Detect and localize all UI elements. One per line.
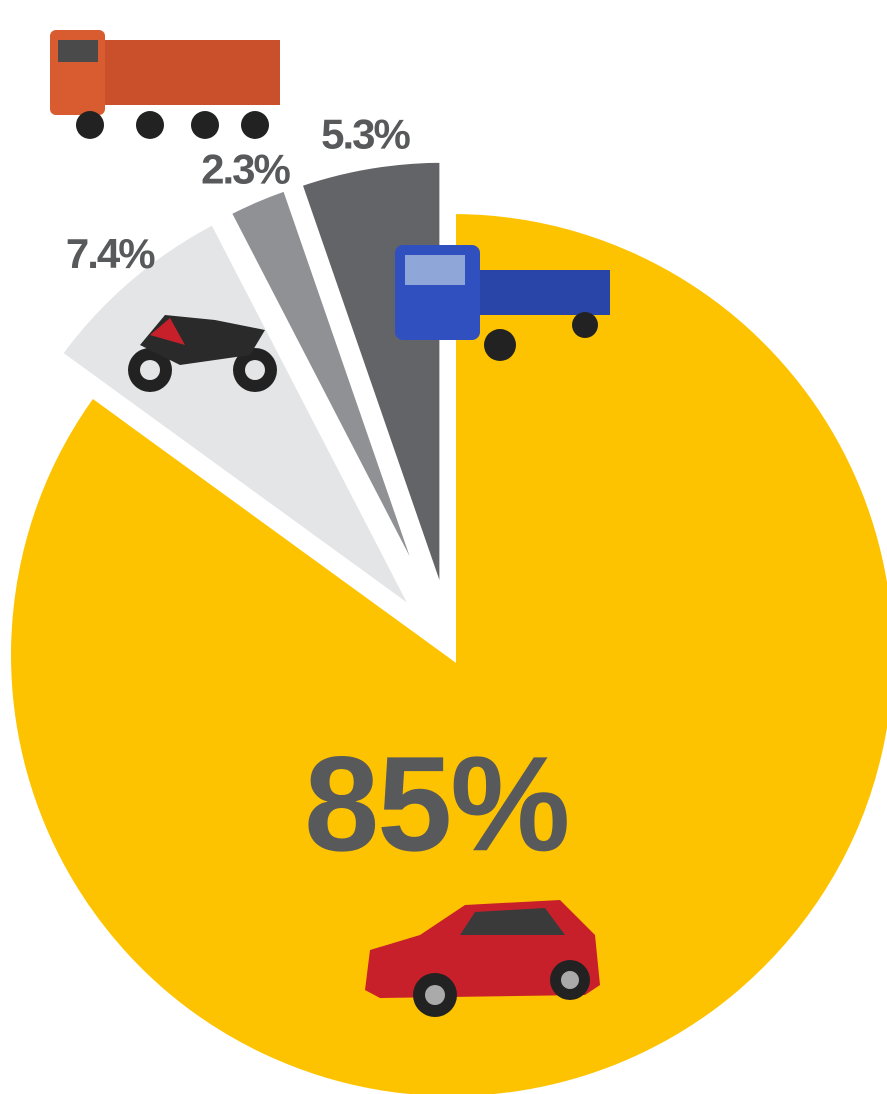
value-label: 5.3% xyxy=(321,110,410,157)
pie-slice xyxy=(52,214,422,619)
vehicle-icons xyxy=(50,30,610,1017)
labels: 85% 7.4% 2.3% 5.3% xyxy=(66,110,570,879)
car-icon xyxy=(365,900,600,1017)
value-label: 85% xyxy=(304,728,568,879)
dump-truck-icon xyxy=(50,30,280,139)
motorcycle-icon xyxy=(128,315,277,392)
pie-slice xyxy=(3,205,887,1094)
blue-truck-icon xyxy=(395,245,610,361)
value-label: 7.4% xyxy=(66,230,155,277)
pie xyxy=(3,154,887,1094)
pie-slice xyxy=(221,181,436,610)
value-label: 2.3% xyxy=(201,146,290,193)
